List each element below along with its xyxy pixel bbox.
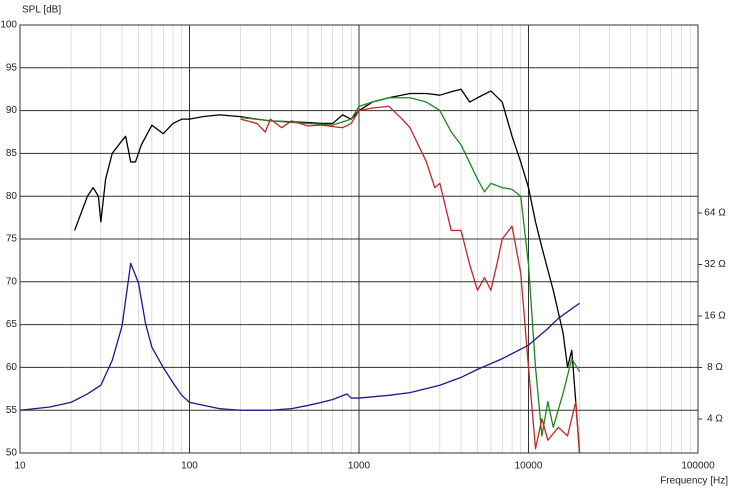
- x-tick-label: 10: [14, 461, 26, 472]
- x-tick-label: 10000: [515, 461, 543, 472]
- x-axis-label: Frequency [Hz]: [660, 476, 728, 487]
- y-tick-label: 85: [6, 148, 18, 159]
- y-axis-label: SPL [dB]: [22, 5, 61, 16]
- y-tick-label: 60: [6, 362, 18, 373]
- x-tick-label: 1000: [348, 461, 371, 472]
- series-line: [19, 262, 580, 411]
- series-line: [240, 97, 581, 437]
- y-tick-label: 50: [6, 448, 18, 459]
- y2-tick-label: 64 Ω: [704, 208, 726, 219]
- y2-tick-label: 32 Ω: [704, 259, 726, 270]
- y2-tick-label: 4 Ω: [707, 414, 723, 425]
- series-line: [74, 88, 581, 454]
- y-tick-label: 80: [6, 191, 18, 202]
- y-tick-label: 55: [6, 405, 18, 416]
- y-tick-label: 90: [6, 105, 18, 116]
- y-tick-label: 100: [0, 20, 17, 31]
- y-tick-label: 75: [6, 234, 18, 245]
- y-tick-label: 65: [6, 319, 18, 330]
- x-tick-label: 100: [181, 461, 198, 472]
- y2-tick-label: 16 Ω: [704, 311, 726, 322]
- series-line: [240, 105, 581, 454]
- x-tick-label: 100000: [681, 461, 715, 472]
- y2-tick-label: 8 Ω: [707, 362, 723, 373]
- y-tick-label: 70: [6, 276, 18, 287]
- y-tick-label: 95: [6, 62, 18, 73]
- plot-border: [19, 24, 699, 454]
